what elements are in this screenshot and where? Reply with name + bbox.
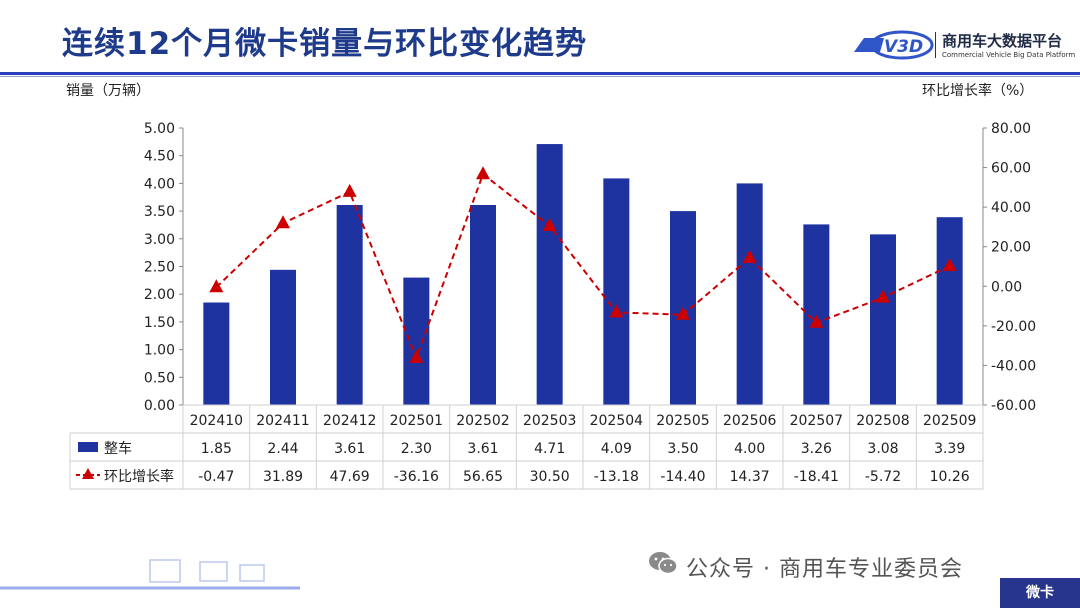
bar-value-cell: 3.08 bbox=[867, 441, 898, 457]
left-tick-label: 2.00 bbox=[144, 287, 175, 303]
bar bbox=[936, 217, 963, 405]
growth-value-cell: 14.37 bbox=[730, 469, 770, 485]
bar-value-cell: 3.39 bbox=[934, 441, 965, 457]
left-tick-label: 1.00 bbox=[144, 343, 175, 359]
x-tick-label: 202509 bbox=[923, 413, 976, 429]
x-tick-label: 202504 bbox=[590, 413, 644, 429]
bar bbox=[203, 302, 230, 405]
bar-value-cell: 1.85 bbox=[201, 441, 232, 457]
growth-value-cell: -13.18 bbox=[594, 469, 639, 485]
growth-point bbox=[276, 215, 290, 229]
left-tick-label: 4.00 bbox=[144, 176, 175, 192]
growth-point bbox=[942, 257, 957, 271]
right-tick-label: 20.00 bbox=[991, 240, 1031, 256]
x-tick-label: 202411 bbox=[256, 413, 309, 429]
growth-point bbox=[209, 279, 224, 293]
bar bbox=[870, 234, 896, 405]
header-rule bbox=[0, 72, 1080, 75]
growth-value-cell: 30.50 bbox=[530, 469, 570, 485]
bar bbox=[403, 277, 430, 405]
bar-value-cell: 2.30 bbox=[401, 441, 432, 457]
footer-account: 公众号 · 商用车专业委员会 bbox=[686, 557, 963, 582]
right-tick-label: -60.00 bbox=[991, 398, 1036, 414]
bar bbox=[470, 205, 496, 405]
growth-point bbox=[476, 166, 490, 180]
x-tick-label: 202502 bbox=[456, 413, 509, 429]
decorative-trucks-icon bbox=[149, 559, 265, 583]
right-tick-label: -40.00 bbox=[991, 358, 1036, 374]
legend-line-label: 环比增长率 bbox=[104, 468, 174, 485]
growth-point bbox=[609, 304, 624, 318]
left-tick-label: 2.50 bbox=[144, 260, 175, 276]
bar bbox=[603, 178, 630, 405]
x-tick-label: 202503 bbox=[523, 413, 576, 429]
bar-value-cell: 4.71 bbox=[534, 441, 565, 457]
header-rule-thin bbox=[0, 76, 1080, 77]
growth-value-cell: 56.65 bbox=[463, 469, 503, 485]
bar bbox=[336, 205, 363, 405]
bar-value-cell: 4.00 bbox=[734, 441, 765, 457]
bar-value-cell: 3.61 bbox=[467, 441, 498, 457]
brand-logo: V3D 商用车大数据平台 Commercial Vehicle Big Data… bbox=[850, 26, 1075, 66]
growth-value-cell: -36.16 bbox=[394, 469, 439, 485]
bar-value-cell: 3.50 bbox=[667, 441, 698, 457]
bar bbox=[803, 224, 830, 405]
growth-value-cell: -5.72 bbox=[865, 469, 901, 485]
left-tick-label: 0.50 bbox=[144, 370, 175, 386]
left-tick-label: 5.00 bbox=[144, 121, 175, 137]
right-tick-label: 80.00 bbox=[991, 121, 1031, 137]
page-title: 连续12个月微卡销量与环比变化趋势 bbox=[62, 26, 588, 62]
growth-value-cell: 31.89 bbox=[263, 469, 303, 485]
growth-value-cell: 10.26 bbox=[930, 469, 970, 485]
x-tick-label: 202507 bbox=[790, 413, 843, 429]
right-tick-label: 40.00 bbox=[991, 200, 1031, 216]
wechat-icon bbox=[649, 552, 678, 575]
growth-value-cell: 47.69 bbox=[330, 469, 370, 485]
legend-bar-swatch bbox=[78, 442, 98, 452]
right-axis-unit: 环比增长率（%） bbox=[922, 83, 1034, 99]
bar-value-cell: 3.26 bbox=[801, 441, 832, 457]
growth-value-cell: -0.47 bbox=[198, 469, 234, 485]
left-axis-unit: 销量（万辆） bbox=[66, 83, 150, 99]
growth-point bbox=[542, 217, 557, 231]
bar bbox=[736, 183, 763, 405]
x-tick-label: 202506 bbox=[723, 413, 777, 429]
left-tick-label: 3.50 bbox=[144, 204, 175, 220]
x-tick-label: 202410 bbox=[190, 413, 243, 429]
svg-text:V3D: V3D bbox=[884, 37, 923, 57]
growth-point bbox=[876, 289, 890, 303]
growth-point bbox=[742, 249, 757, 263]
bar bbox=[536, 144, 563, 406]
category-badge: 微卡 bbox=[1000, 578, 1080, 608]
bar-value-cell: 4.09 bbox=[601, 441, 632, 457]
bar-value-cell: 2.44 bbox=[267, 441, 298, 457]
bar bbox=[270, 269, 296, 405]
growth-point bbox=[409, 349, 424, 363]
left-tick-label: 4.50 bbox=[144, 149, 175, 165]
x-tick-label: 202508 bbox=[856, 413, 909, 429]
left-tick-label: 0.00 bbox=[144, 398, 175, 414]
bar-value-cell: 3.61 bbox=[334, 441, 365, 457]
brand-separator bbox=[935, 32, 936, 58]
left-tick-label: 3.00 bbox=[144, 232, 175, 248]
brand-name: 商用车大数据平台 bbox=[942, 32, 1063, 50]
x-tick-label: 202505 bbox=[656, 413, 709, 429]
growth-point bbox=[676, 306, 690, 320]
legend-line-marker bbox=[82, 468, 94, 479]
x-tick-label: 202501 bbox=[390, 413, 443, 429]
growth-point bbox=[342, 183, 357, 197]
growth-value-cell: -14.40 bbox=[660, 469, 705, 485]
growth-value-cell: -18.41 bbox=[794, 469, 839, 485]
brand-subtitle: Commercial Vehicle Big Data Platform bbox=[942, 51, 1076, 59]
right-tick-label: 60.00 bbox=[991, 161, 1031, 177]
growth-point bbox=[809, 314, 824, 328]
right-tick-label: 0.00 bbox=[991, 279, 1022, 295]
legend-bar-label: 整车 bbox=[104, 440, 132, 457]
truck-logo-icon: V3D bbox=[854, 30, 934, 60]
left-tick-label: 1.50 bbox=[144, 315, 175, 331]
x-tick-label: 202412 bbox=[323, 413, 376, 429]
right-tick-label: -20.00 bbox=[991, 319, 1036, 335]
growth-line bbox=[215, 172, 951, 361]
